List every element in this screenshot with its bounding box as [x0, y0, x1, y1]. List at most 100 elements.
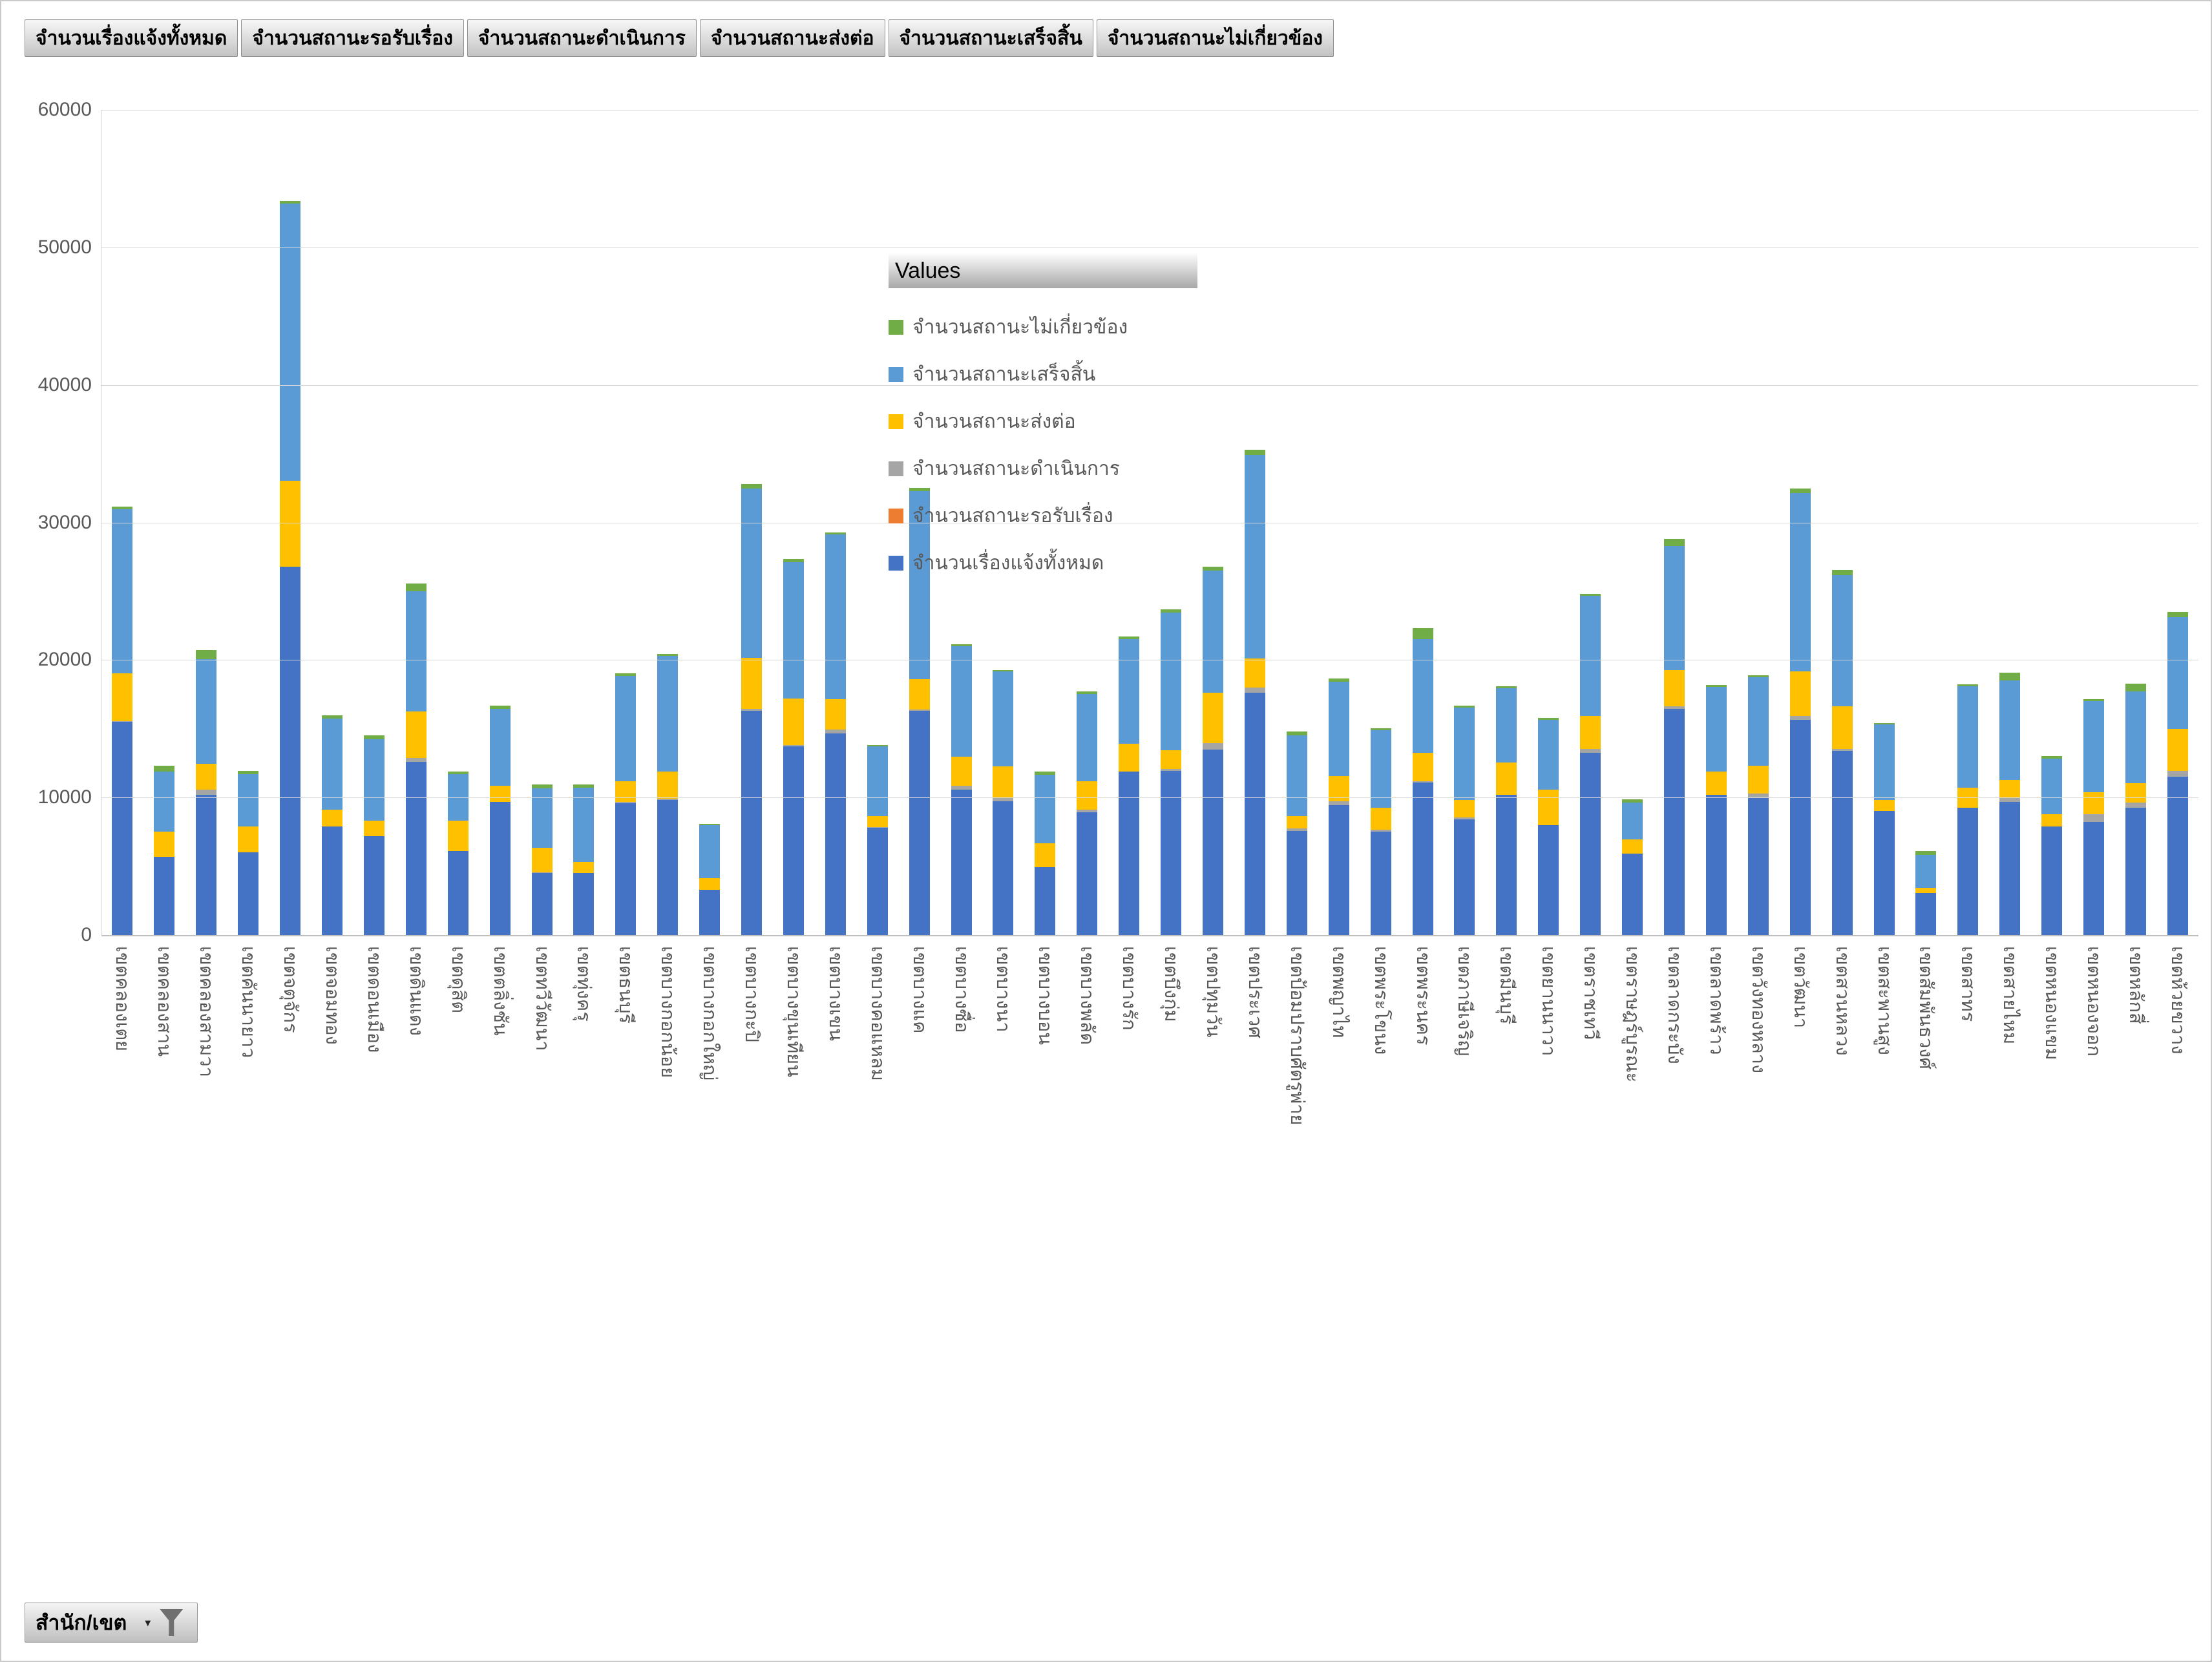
segment-จำนวนสถานะดำเนินการ [993, 798, 1014, 801]
gridline [101, 797, 2198, 799]
segment-จำนวนสถานะไม่เกี่ยวข้อง [2167, 611, 2188, 618]
field-button-4[interactable]: จำนวนสถานะเสร็จสิ้น [888, 19, 1093, 57]
bar-เขตพระโขนง [1360, 110, 1402, 935]
legend-item-label: จำนวนสถานะรอรับเรื่อง [912, 505, 1113, 527]
field-button-5[interactable]: จำนวนสถานะไม่เกี่ยวข้อง [1096, 19, 1334, 57]
x-label-cell: เขตบางคอแหลม [856, 940, 898, 1263]
segment-จำนวนสถานะส่งต่อ [1496, 762, 1517, 795]
segment-จำนวนเรื่องแจ้งทั้งหมด [2083, 822, 2105, 935]
segment-จำนวนสถานะไม่เกี่ยวข้อง [1286, 731, 1307, 735]
bar-เขตบางกอกใหญ่ [689, 110, 731, 935]
legend-item-5[interactable]: จำนวนเรื่องแจ้งทั้งหมด [889, 540, 1197, 587]
legend-swatch-icon [889, 509, 903, 523]
x-label-cell: เขตบางพลัด [1066, 940, 1108, 1263]
segment-จำนวนสถานะไม่เกี่ยวข้อง [1119, 636, 1140, 640]
x-tick-label: เขตทุ่งครุ [573, 946, 595, 1022]
segment-จำนวนเรื่องแจ้งทั้งหมด [447, 851, 469, 935]
segment-จำนวนเรื่องแจ้งทั้งหมด [1873, 811, 1895, 935]
segment-จำนวนเรื่องแจ้งทั้งหมด [1663, 708, 1685, 935]
segment-จำนวนสถานะส่งต่อ [1538, 790, 1559, 825]
segment-จำนวนสถานะส่งต่อ [1622, 839, 1643, 854]
x-label-cell: เขตลาดกระบัง [1654, 940, 1696, 1263]
bar-เขตวังทองหลาง [1737, 110, 1779, 935]
segment-จำนวนสถานะเสร็จสิ้น [1496, 688, 1517, 763]
field-button-0[interactable]: จำนวนเรื่องแจ้งทั้งหมด [25, 19, 238, 57]
segment-จำนวนสถานะดำเนินการ [909, 709, 930, 711]
legend-item-3[interactable]: จำนวนสถานะดำเนินการ [889, 445, 1197, 492]
legend-swatch-icon [889, 461, 903, 476]
y-tick-label: 50000 [37, 236, 92, 258]
segment-จำนวนสถานะไม่เกี่ยวข้อง [1454, 705, 1475, 708]
x-tick-label: เขตดุสิต [447, 946, 469, 1013]
x-label-cell: เขตวัฒนา [1779, 940, 1821, 1263]
x-tick-label: เขตบางพลัด [1077, 946, 1098, 1046]
x-tick-label: เขตวัฒนา [1789, 946, 1811, 1029]
segment-จำนวนเรื่องแจ้งทั้งหมด [1831, 750, 1853, 935]
segment-จำนวนสถานะส่งต่อ [1663, 670, 1685, 706]
x-label-cell: เขตราษฎร์บูรณะ [1612, 940, 1654, 1263]
x-tick-label: เขตดินแดง [405, 946, 427, 1036]
x-label-cell: เขตมีนบุรี [1486, 940, 1528, 1263]
segment-จำนวนสถานะดำเนินการ [951, 786, 972, 790]
legend-item-2[interactable]: จำนวนสถานะส่งต่อ [889, 398, 1197, 445]
bar-เขตราษฎร์บูรณะ [1612, 110, 1654, 935]
x-tick-label: เขตหนองจอก [2083, 946, 2105, 1057]
funnel-icon [160, 1609, 184, 1636]
x-label-cell: เขตบางนา [982, 940, 1024, 1263]
segment-จำนวนสถานะเสร็จสิ้น [783, 562, 804, 699]
bar-เขตคลองสามวา [185, 110, 227, 935]
x-label-cell: เขตวังทองหลาง [1737, 940, 1779, 1263]
segment-จำนวนสถานะส่งต่อ [1328, 776, 1349, 801]
x-label-cell: เขตดินแดง [395, 940, 437, 1263]
x-tick-label: เขตบางรัก [1119, 946, 1140, 1031]
field-button-1[interactable]: จำนวนสถานะรอรับเรื่อง [241, 19, 464, 57]
x-label-cell: เขตประเวศ [1234, 940, 1276, 1263]
x-tick-label: เขตยานนาวา [1538, 946, 1559, 1057]
segment-จำนวนสถานะเสร็จสิ้น [1370, 730, 1391, 808]
legend-item-0[interactable]: จำนวนสถานะไม่เกี่ยวข้อง [889, 304, 1197, 351]
segment-จำนวนสถานะเสร็จสิ้น [951, 646, 972, 757]
bar-เขตดอนเมือง [353, 110, 395, 935]
bar-เขตบางคอแหลม [856, 110, 898, 935]
bar-เขตสวนหลวง [1821, 110, 1863, 935]
field-button-2[interactable]: จำนวนสถานะดำเนินการ [467, 19, 697, 57]
segment-จำนวนเรื่องแจ้งทั้งหมด [825, 733, 846, 935]
legend-item-4[interactable]: จำนวนสถานะรอรับเรื่อง [889, 492, 1197, 540]
legend-header[interactable]: Values [889, 253, 1197, 288]
field-button-3[interactable]: จำนวนสถานะส่งต่อ [699, 19, 885, 57]
segment-จำนวนสถานะเสร็จสิ้น [1831, 575, 1853, 706]
segment-จำนวนสถานะเสร็จสิ้น [573, 788, 595, 863]
x-tick-label: เขตคลองสามวา [196, 946, 217, 1077]
segment-จำนวนเรื่องแจ้งทั้งหมด [1203, 749, 1224, 935]
segment-จำนวนเรื่องแจ้งทั้งหมด [783, 746, 804, 935]
y-tick-label: 60000 [37, 99, 92, 120]
segment-จำนวนสถานะส่งต่อ [1705, 771, 1727, 795]
bar-เขตบางขุนเทียน [773, 110, 815, 935]
segment-จำนวนสถานะไม่เกี่ยวข้อง [405, 583, 427, 592]
segment-จำนวนสถานะเสร็จสิ้น [2125, 691, 2146, 783]
segment-จำนวนสถานะไม่เกี่ยวข้อง [2041, 756, 2063, 759]
legend-item-1[interactable]: จำนวนสถานะเสร็จสิ้น [889, 351, 1197, 398]
segment-จำนวนเรื่องแจ้งทั้งหมด [1580, 753, 1601, 935]
bar-เขตสายไหม [1989, 110, 2031, 935]
bar-เขตธนบุรี [605, 110, 647, 935]
segment-จำนวนสถานะส่งต่อ [112, 673, 133, 722]
axis-filter-button[interactable]: สำนัก/เขต ▾ [25, 1603, 198, 1643]
segment-จำนวนสถานะไม่เกี่ยวข้อง [1370, 728, 1391, 730]
segment-จำนวนเรื่องแจ้งทั้งหมด [1747, 797, 1769, 935]
segment-จำนวนสถานะเสร็จสิ้น [405, 591, 427, 711]
y-tick-label: 10000 [37, 786, 92, 808]
bar-เขตคันนายาว [227, 110, 269, 935]
x-label-cell: เขตหลักสี่ [2115, 940, 2157, 1263]
segment-จำนวนสถานะดำเนินการ [657, 799, 679, 801]
pivot-field-buttons: จำนวนเรื่องแจ้งทั้งหมด จำนวนสถานะรอรับเรื… [25, 19, 1334, 57]
segment-จำนวนสถานะเสร็จสิ้น [531, 788, 553, 848]
x-label-cell: เขตบางบอน [1024, 940, 1066, 1263]
x-label-cell: เขตทุ่งครุ [563, 940, 605, 1263]
segment-จำนวนสถานะเสร็จสิ้น [1077, 693, 1098, 781]
y-tick-label: 0 [81, 924, 92, 945]
segment-จำนวนสถานะดำเนินการ [531, 872, 553, 874]
segment-จำนวนสถานะเสร็จสิ้น [489, 708, 511, 786]
segment-จำนวนสถานะส่งต่อ [1119, 744, 1140, 772]
bar-เขตพญาไท [1318, 110, 1360, 935]
